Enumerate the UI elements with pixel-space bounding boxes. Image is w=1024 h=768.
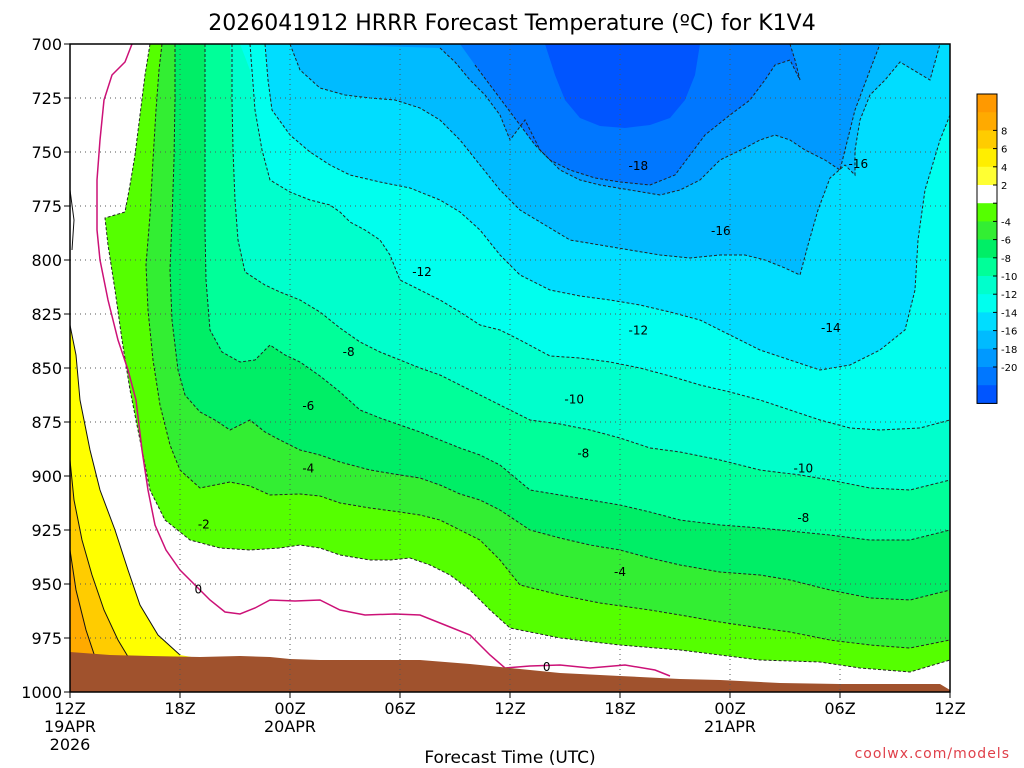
colorbar-label: -12	[1001, 290, 1017, 301]
contour-label: -4	[302, 462, 314, 476]
colorbar-label: 4	[1001, 163, 1007, 174]
contour-label: -16	[711, 224, 731, 238]
colorbar-label: -14	[1001, 308, 1017, 319]
colorbar-label: -10	[1001, 272, 1017, 283]
contour-label: -16	[849, 157, 869, 171]
colorbar-label: -6	[1001, 236, 1011, 247]
x-tick-label: 18Z	[164, 699, 195, 718]
x-tick-label: 12Z	[494, 699, 525, 718]
contour-labels: -18 -16 -16 -14 -12 -12 -10 -10 -8 -8 -8 -6 -4 -4 -2 0 0	[195, 157, 869, 674]
y-tick-label: 975	[31, 629, 62, 648]
colorbar-cell	[977, 312, 997, 332]
contour-label: -4	[614, 565, 626, 579]
y-tick-label: 1000	[21, 683, 62, 702]
colorbar-cell	[977, 257, 997, 277]
contour-lines	[104, 44, 950, 673]
band-darkorange-warm	[70, 550, 96, 670]
contour-label: -10	[794, 462, 814, 476]
band-orange-warm	[70, 460, 130, 670]
colorbar-cell	[977, 148, 997, 168]
contour-label: -6	[302, 399, 314, 413]
colorbar-cell	[977, 185, 997, 204]
colorbar-cell	[977, 166, 997, 186]
y-tick-label: 775	[31, 197, 62, 216]
colorbar-label: -20	[1001, 363, 1017, 374]
y-tick-label: 700	[31, 35, 62, 54]
x-tick-label: 06Z	[824, 699, 855, 718]
grid	[70, 44, 950, 692]
freezing-line	[96, 44, 671, 677]
colorbar-label: -4	[1001, 217, 1011, 228]
contour-label: -8	[577, 446, 589, 460]
colorbar-cell	[977, 112, 997, 131]
chart-title: 2026041912 HRRR Forecast Temperature (ºC…	[208, 11, 815, 36]
x-tick-label: 00Z	[714, 699, 745, 718]
y-axis: 700 725 750 775 800 825 850 875 900 925 950 975 1000	[21, 35, 70, 702]
y-tick-label: 850	[31, 359, 62, 378]
band-blue-deep	[545, 44, 700, 128]
colorbar-cell	[977, 203, 997, 222]
contour-label: 0	[195, 582, 203, 596]
y-tick-label: 750	[31, 143, 62, 162]
colorbar-label: 6	[1001, 145, 1007, 156]
contour-label: 0	[543, 660, 551, 674]
credit-text: coolwx.com/models	[855, 746, 1010, 762]
x-tick-date: 20APR	[264, 717, 316, 736]
colorbar-border	[976, 93, 998, 404]
contour-label: -8	[343, 345, 355, 359]
colorbar-label: -16	[1001, 327, 1017, 338]
colorbar-cell	[977, 348, 997, 368]
y-tick-label: 875	[31, 413, 62, 432]
y-tick-label: 725	[31, 89, 62, 108]
contour-label: -2	[198, 518, 210, 532]
x-tick-date: 19APR	[44, 717, 96, 736]
contour-label: -8	[797, 511, 809, 525]
x-tick-label: 12Z	[54, 699, 85, 718]
colorbar: 8 6 4 2 -4 -6 -8 -10 -12 -14 -16 -18 -20	[976, 93, 1017, 404]
colorbar-cell	[977, 221, 997, 241]
colorbar-label: 8	[1001, 126, 1007, 137]
y-tick-label: 800	[31, 251, 62, 270]
x-tick-label: 18Z	[604, 699, 635, 718]
contour-label: -10	[564, 392, 584, 406]
contour-label: -14	[821, 321, 841, 335]
colorbar-cell	[977, 239, 997, 259]
colorbar-cell	[977, 294, 997, 313]
x-tick-label: 00Z	[274, 699, 305, 718]
terrain	[70, 652, 950, 692]
contour-label: -18	[629, 159, 649, 173]
x-tick-label: 06Z	[384, 699, 415, 718]
band-yellow-warm	[70, 325, 220, 692]
colorbar-cell	[977, 94, 997, 113]
colorbar-cell	[977, 130, 997, 150]
colorbar-cell	[977, 330, 997, 350]
colorbar-cell	[977, 276, 997, 295]
contour-label: -12	[629, 323, 649, 337]
y-tick-label: 825	[31, 305, 62, 324]
colorbar-cell	[977, 367, 997, 386]
colorbar-label: -18	[1001, 345, 1017, 356]
x-axis-label: Forecast Time (UTC)	[424, 748, 595, 768]
x-tick-label: 12Z	[934, 699, 965, 718]
contour-label: -12	[412, 265, 432, 279]
colorbar-cell	[977, 385, 997, 404]
y-tick-label: 900	[31, 467, 62, 486]
plot-area	[70, 44, 950, 692]
x-tick-year: 2026	[50, 735, 91, 754]
colorbar-label: 2	[1001, 181, 1007, 192]
y-tick-label: 925	[31, 521, 62, 540]
colorbar-label: -8	[1001, 254, 1011, 265]
y-tick-label: 950	[31, 575, 62, 594]
x-tick-date: 21APR	[704, 717, 756, 736]
warm-contours	[70, 189, 181, 661]
